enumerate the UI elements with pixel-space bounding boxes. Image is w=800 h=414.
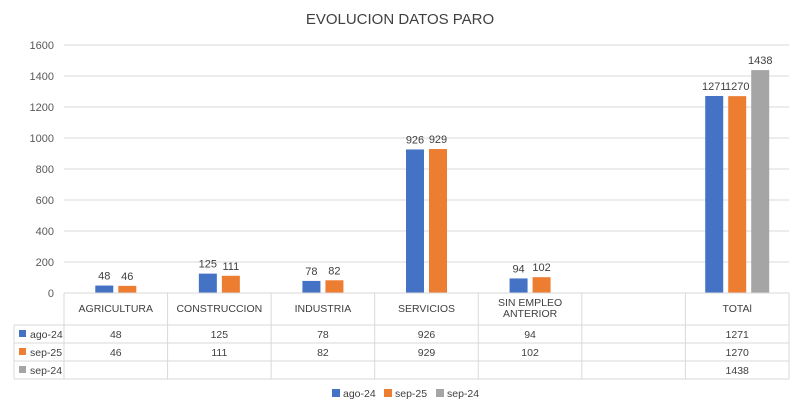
bar (728, 96, 747, 294)
data-label: 48 (98, 271, 110, 283)
data-label: 1270 (725, 81, 749, 93)
table-cell: 929 (418, 347, 436, 359)
legend-swatch (384, 389, 392, 397)
x-category-label: INDUSTRIA (295, 303, 352, 315)
legend-swatch (332, 389, 340, 397)
y-tick-label: 0 (48, 288, 54, 300)
y-tick-label: 200 (36, 257, 54, 269)
legend-label: ago-24 (343, 388, 376, 400)
data-label: 125 (199, 259, 217, 271)
data-label: 111 (222, 261, 239, 273)
x-category-label: AGRICULTURA (79, 303, 153, 315)
table-cell: 926 (418, 329, 436, 341)
table-cell: 125 (211, 329, 229, 341)
table-legend-key (19, 330, 26, 337)
table-cell: 1438 (726, 365, 750, 377)
bar (532, 277, 551, 293)
legend-swatch (436, 389, 444, 397)
data-label: 1271 (702, 81, 726, 93)
y-tick-label: 1400 (30, 71, 54, 83)
bar (198, 273, 217, 293)
table-cell: 48 (110, 329, 122, 341)
bar (406, 149, 424, 293)
x-category-label: SERVICIOS (398, 303, 455, 315)
data-label: 926 (406, 134, 424, 146)
table-cell: 82 (317, 347, 329, 359)
table-cell: 102 (521, 347, 539, 359)
data-label: 82 (328, 265, 340, 277)
x-category-label: TOTAl (723, 303, 752, 315)
bar (302, 280, 321, 293)
y-tick-label: 400 (36, 226, 54, 238)
legend-label: sep-24 (447, 388, 479, 400)
table-cell: 94 (524, 329, 536, 341)
x-category-label: SIN EMPLEO (498, 297, 562, 309)
x-category-label: ANTERIOR (503, 308, 558, 320)
x-category-label: CONSTRUCCION (176, 303, 262, 315)
data-label: 1438 (748, 55, 772, 67)
y-tick-label: 1200 (30, 102, 54, 114)
table-cell: 78 (317, 329, 329, 341)
bar (705, 95, 724, 294)
y-tick-label: 1000 (30, 133, 54, 145)
y-tick-label: 600 (36, 195, 54, 207)
data-label: 94 (512, 263, 524, 275)
data-label: 102 (532, 262, 550, 274)
table-series-name: sep-25 (30, 347, 62, 359)
table-legend-key (19, 348, 26, 355)
chart-title: EVOLUCION DATOS PARO (306, 11, 494, 28)
table-cell: 111 (211, 347, 227, 359)
table-cell: 46 (110, 347, 122, 359)
table-series-name: ago-24 (30, 329, 63, 341)
bar (429, 149, 447, 293)
y-tick-label: 1600 (30, 40, 54, 52)
y-tick-label: 800 (36, 164, 54, 176)
bar (95, 285, 114, 293)
bar (221, 275, 240, 293)
legend-label: sep-25 (395, 388, 427, 400)
bar (751, 70, 770, 293)
data-label: 78 (305, 266, 317, 278)
table-series-name: sep-24 (30, 365, 62, 377)
data-label: 46 (121, 271, 133, 283)
table-cell: 1271 (726, 329, 750, 341)
table-legend-key (19, 366, 26, 373)
data-label: 929 (429, 134, 447, 146)
table-cell: 1270 (726, 347, 750, 359)
bar (325, 280, 344, 293)
bar (509, 278, 528, 293)
bar (118, 285, 137, 293)
